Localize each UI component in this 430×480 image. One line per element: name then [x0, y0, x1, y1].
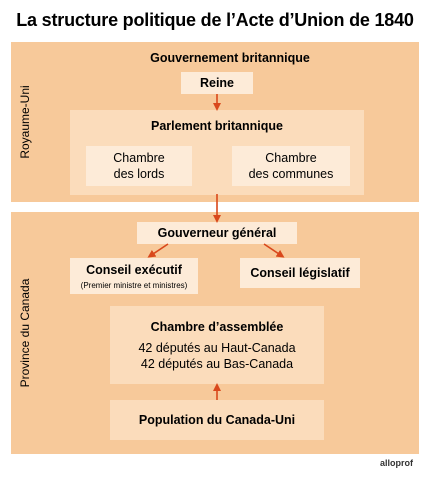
assembly-lower-canada: 42 députés au Bas-Canada — [140, 357, 294, 371]
queen-box: Reine — [181, 72, 253, 94]
house-of-commons-line2: des communes — [248, 167, 334, 181]
diagram-title: La structure politique de l’Acte d’Union… — [16, 10, 414, 30]
population-box: Population du Canada-Uni — [110, 400, 324, 440]
executive-council-label: Conseil exécutif — [86, 263, 182, 277]
house-of-lords-box: Chambre des lords — [86, 146, 192, 186]
parliament-heading: Parlement britannique — [151, 119, 283, 133]
legislative-council-box: Conseil législatif — [240, 258, 360, 288]
house-of-commons-line1: Chambre — [265, 151, 317, 165]
house-of-lords-line2: des lords — [113, 167, 165, 181]
uk-government-heading: Gouvernement britannique — [150, 51, 310, 65]
arrow-governor-to-legislative — [263, 243, 285, 258]
arrow-governor-to-executive — [147, 243, 169, 258]
house-of-lords-line1: Chambre — [113, 151, 165, 165]
assembly-upper-canada: 42 députés au Haut-Canada — [138, 341, 296, 355]
alloprof-logo: alloprof — [380, 458, 413, 468]
governor-general-box: Gouverneur général — [137, 222, 297, 244]
house-of-commons-box: Chambre des communes — [232, 146, 350, 186]
executive-council-box — [70, 258, 198, 294]
assembly-box — [110, 306, 324, 384]
executive-council-note: (Premier ministre et ministres) — [80, 280, 188, 290]
assembly-heading: Chambre d’assemblée — [150, 320, 284, 334]
